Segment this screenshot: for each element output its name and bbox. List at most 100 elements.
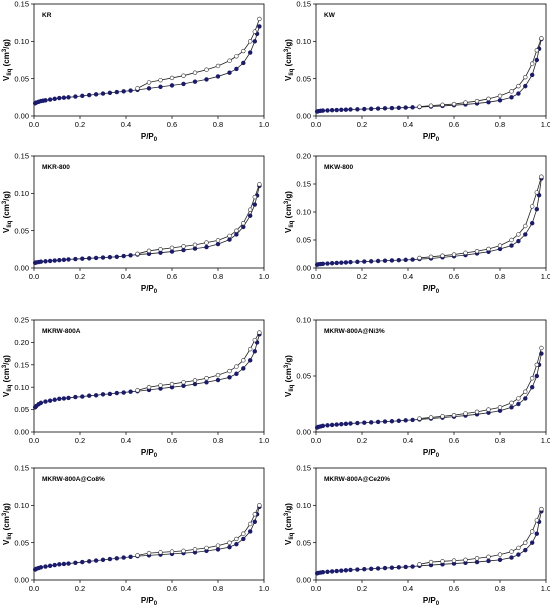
adsorption-point [182,82,186,86]
adsorption-point [235,233,239,237]
y-tick-label: 0.05 [14,226,29,235]
desorption-point [258,503,262,507]
x-tick-label: 0.0 [311,584,321,593]
desorption-point [464,251,468,255]
adsorption-point [349,108,353,112]
desorption-point [248,39,252,43]
y-tick-label: 0.15 [14,360,29,369]
desorption-point [205,376,209,380]
adsorption-point [335,423,339,427]
x-axis-label: P/P0 [141,284,158,295]
desorption-point [182,549,186,553]
plot-frame [316,156,546,268]
y-tick-label: 0.05 [296,372,311,381]
desorption-line [420,177,542,258]
x-tick-label: 0.8 [213,272,223,281]
desorption-point [540,36,544,40]
adsorption-point [411,565,415,569]
x-tick-label: 0.4 [403,272,413,281]
adsorption-point [362,260,366,264]
desorption-point [475,556,479,560]
desorption-point [216,373,220,377]
desorption-point [258,331,262,335]
adsorption-point [326,262,330,266]
adsorption-line [317,178,541,264]
desorption-point [182,244,186,248]
desorption-point [441,414,445,418]
adsorption-point [248,358,252,362]
adsorption-point [108,255,112,259]
x-tick-label: 1.0 [541,272,550,281]
adsorption-line [317,39,541,111]
desorption-point [147,551,151,555]
x-tick-label: 1.0 [541,120,550,129]
adsorption-point [115,255,119,259]
desorption-point [429,104,433,108]
adsorption-point [44,400,48,404]
adsorption-point [122,556,126,560]
adsorption-point [523,84,527,88]
desorption-point [523,390,527,394]
desorption-point [418,256,422,260]
desorption-point [241,358,245,362]
desorption-point [193,379,197,383]
adsorption-point [74,395,78,399]
desorption-point [530,530,534,534]
adsorption-point [170,250,174,254]
adsorption-point [390,419,394,423]
y-tick-label: 0.05 [296,236,311,245]
x-tick-label: 0.4 [121,272,131,281]
desorption-point [170,246,174,250]
adsorption-point [129,89,133,93]
desorption-point [182,74,186,78]
desorption-point [205,546,209,550]
desorption-point [253,30,257,34]
adsorption-point [517,402,521,406]
adsorption-point [80,560,84,564]
desorption-point [487,97,491,101]
isotherm-chart: 0.0 0.2 0.4 0.6 0.8 1.00.000.050.100.150.200.… [0,316,268,462]
x-axis-label: P/P0 [423,448,440,459]
desorption-point [248,522,252,526]
adsorption-point [523,548,527,552]
adsorption-point [74,95,78,99]
desorption-point [159,550,163,554]
adsorption-point [383,566,387,570]
desorption-point [193,547,197,551]
y-tick-label: 0.00 [296,264,311,273]
y-tick-label: 0.05 [296,74,311,83]
desorption-point [235,229,239,233]
adsorption-point [397,565,401,569]
x-tick-label: 0.6 [167,436,177,445]
desorption-point [147,385,151,389]
isotherm-panel: 0.0 0.2 0.4 0.6 0.8 1.0 0.00 0.05 0.10 0.15 MKRW-8… [0,464,268,610]
desorption-point [216,238,220,242]
adsorption-point [383,259,387,263]
desorption-point [241,221,245,225]
adsorption-point [170,83,174,87]
desorption-point [248,208,252,212]
desorption-point [464,412,468,416]
adsorption-point [67,95,71,99]
desorption-point [205,241,209,245]
adsorption-point [253,203,257,207]
x-tick-label: 0.2 [357,584,367,593]
desorption-point [510,401,514,405]
adsorption-point [44,259,48,263]
adsorption-point [411,258,415,262]
x-tick-label: 0.6 [449,584,459,593]
desorption-point [475,410,479,414]
adsorption-point [344,568,348,572]
adsorption-point [487,559,491,563]
x-tick-label: 0.2 [75,272,85,281]
desorption-point [517,546,521,550]
adsorption-point [404,418,408,422]
y-tick-label: 0.15 [14,464,29,473]
adsorption-point [530,221,534,225]
desorption-point [452,253,456,257]
desorption-point [228,59,232,63]
adsorption-point [62,258,66,262]
x-tick-label: 0.4 [403,584,413,593]
adsorption-point [510,405,514,409]
adsorption-point [369,107,373,111]
